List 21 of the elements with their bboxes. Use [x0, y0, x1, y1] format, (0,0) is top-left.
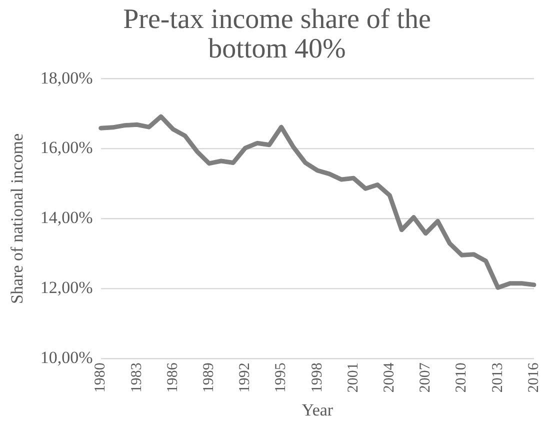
x-axis-title: Year: [302, 400, 334, 420]
y-tick-label: 12,00%: [40, 278, 93, 298]
x-tick-label: 1992: [237, 362, 254, 393]
y-tick-label: 14,00%: [40, 208, 93, 228]
x-tick-label: 1998: [309, 362, 326, 393]
x-tick-label: 1995: [273, 362, 290, 393]
y-tick-label: 16,00%: [40, 138, 93, 158]
x-tick-label: 2004: [382, 362, 398, 393]
x-tick-label: 2010: [454, 362, 470, 393]
x-tick-label: 1980: [92, 362, 109, 393]
x-tick-label: 2013: [490, 362, 506, 393]
chart-title: Pre-tax income share of the bottom 40%: [123, 4, 431, 64]
x-tick-label: 2001: [345, 362, 362, 393]
y-tick-label: 10,00%: [40, 348, 93, 368]
x-tick-label: 1986: [164, 362, 181, 393]
x-tick-label: 2007: [418, 362, 434, 393]
x-tick-label: 1983: [128, 362, 145, 393]
y-tick-label: 18,00%: [40, 68, 93, 88]
y-axis-title: Share of national income: [8, 133, 27, 304]
x-tick-label: 1989: [201, 362, 218, 393]
x-tick-label: 2016: [526, 362, 542, 393]
